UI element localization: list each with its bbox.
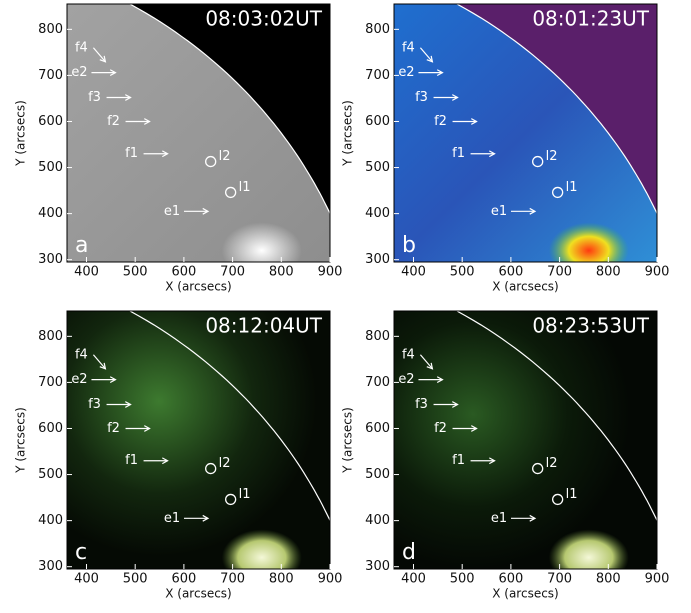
x-tick-label: 800 — [269, 572, 294, 587]
annotation-label: l2 — [219, 149, 231, 164]
annotation-label: e2 — [71, 65, 87, 80]
annotation-label: f3 — [88, 397, 101, 412]
annotation-label: f4 — [402, 347, 415, 362]
x-tick-label: 400 — [74, 265, 99, 280]
x-tick-label: 800 — [596, 265, 621, 280]
y-axis-label: Y (arcsecs) — [341, 100, 355, 167]
x-tick-label: 700 — [220, 572, 245, 587]
y-tick-label: 800 — [365, 329, 390, 344]
x-tick-label: 500 — [450, 572, 475, 587]
annotation-label: l2 — [546, 456, 558, 471]
x-tick-label: 400 — [401, 265, 426, 280]
annotation-label: f3 — [415, 90, 428, 105]
y-tick-label: 300 — [365, 559, 390, 574]
annotation-label: l2 — [546, 149, 558, 164]
y-tick-label: 500 — [38, 160, 63, 175]
annotation-label: e2 — [398, 65, 414, 80]
panel-label: d — [402, 540, 416, 565]
x-tick-label: 700 — [547, 572, 572, 587]
x-tick-label: 700 — [547, 265, 572, 280]
annotation-label: f2 — [107, 114, 120, 129]
panel-label: b — [402, 233, 416, 258]
x-axis-label: X (arcsecs) — [492, 280, 559, 294]
panel-label: c — [75, 540, 87, 565]
y-tick-label: 400 — [38, 206, 63, 221]
x-tick-label: 600 — [171, 572, 196, 587]
y-tick-label: 600 — [38, 421, 63, 436]
x-axis-label: X (arcsecs) — [165, 280, 232, 294]
x-tick-label: 800 — [269, 265, 294, 280]
y-tick-label: 300 — [38, 559, 63, 574]
annotation-label: f3 — [88, 90, 101, 105]
y-axis-label: Y (arcsecs) — [14, 100, 28, 167]
x-tick-label: 500 — [123, 572, 148, 587]
y-axis-label: Y (arcsecs) — [341, 407, 355, 474]
timestamp: 08:23:53UT — [532, 314, 649, 338]
panel-background — [67, 311, 330, 569]
y-tick-label: 500 — [38, 467, 63, 482]
x-tick-label: 500 — [450, 265, 475, 280]
y-tick-label: 700 — [38, 68, 63, 83]
y-tick-label: 600 — [365, 421, 390, 436]
x-tick-label: 600 — [171, 265, 196, 280]
y-tick-label: 500 — [365, 160, 390, 175]
figure: 400 500 600 700 800 900 300 400 500 600 700 800 X (a… — [0, 0, 691, 613]
y-tick-label: 800 — [365, 22, 390, 37]
annotation-label: l2 — [219, 456, 231, 471]
annotation-label: f4 — [75, 347, 88, 362]
y-tick-label: 800 — [38, 329, 63, 344]
x-tick-label: 600 — [498, 265, 523, 280]
annotation-label: f1 — [452, 146, 465, 161]
y-tick-label: 700 — [365, 375, 390, 390]
x-tick-label: 700 — [220, 265, 245, 280]
annotation-label: e2 — [398, 372, 414, 387]
x-tick-label: 800 — [596, 572, 621, 587]
annotation-label: l1 — [566, 180, 578, 195]
y-tick-label: 800 — [38, 22, 63, 37]
annotation-label: f4 — [75, 40, 88, 55]
y-axis-label: Y (arcsecs) — [14, 407, 28, 474]
annotation-label: f1 — [452, 453, 465, 468]
x-axis-label: X (arcsecs) — [492, 587, 559, 601]
timestamp: 08:12:04UT — [205, 314, 322, 338]
y-tick-label: 400 — [365, 206, 390, 221]
y-tick-label: 400 — [365, 513, 390, 528]
annotation-label: e1 — [491, 204, 507, 219]
x-tick-label: 900 — [318, 572, 343, 587]
y-tick-label: 300 — [365, 252, 390, 267]
y-tick-label: 700 — [365, 68, 390, 83]
y-tick-label: 400 — [38, 513, 63, 528]
panel-background — [394, 311, 657, 569]
x-tick-label: 400 — [74, 572, 99, 587]
annotation-label: e1 — [164, 204, 180, 219]
y-tick-label: 600 — [38, 114, 63, 129]
annotation-label: f4 — [402, 40, 415, 55]
annotation-label: e1 — [164, 511, 180, 526]
timestamp: 08:03:02UT — [205, 7, 322, 31]
annotation-label: e1 — [491, 511, 507, 526]
annotation-label: f2 — [434, 421, 447, 436]
x-tick-label: 900 — [645, 572, 670, 587]
y-tick-label: 700 — [38, 375, 63, 390]
annotation-label: f1 — [125, 453, 138, 468]
x-tick-label: 500 — [123, 265, 148, 280]
annotation-label: f2 — [434, 114, 447, 129]
timestamp: 08:01:23UT — [532, 7, 649, 31]
annotation-label: f3 — [415, 397, 428, 412]
x-tick-label: 900 — [645, 265, 670, 280]
annotation-label: l1 — [239, 487, 251, 502]
annotation-label: l1 — [566, 487, 578, 502]
y-tick-label: 500 — [365, 467, 390, 482]
x-tick-label: 600 — [498, 572, 523, 587]
x-axis-label: X (arcsecs) — [165, 587, 232, 601]
y-tick-label: 300 — [38, 252, 63, 267]
panel-label: a — [75, 233, 88, 258]
annotation-label: l1 — [239, 180, 251, 195]
annotation-label: e2 — [71, 372, 87, 387]
y-tick-label: 600 — [365, 114, 390, 129]
annotation-label: f1 — [125, 146, 138, 161]
x-tick-label: 400 — [401, 572, 426, 587]
annotation-label: f2 — [107, 421, 120, 436]
x-tick-label: 900 — [318, 265, 343, 280]
